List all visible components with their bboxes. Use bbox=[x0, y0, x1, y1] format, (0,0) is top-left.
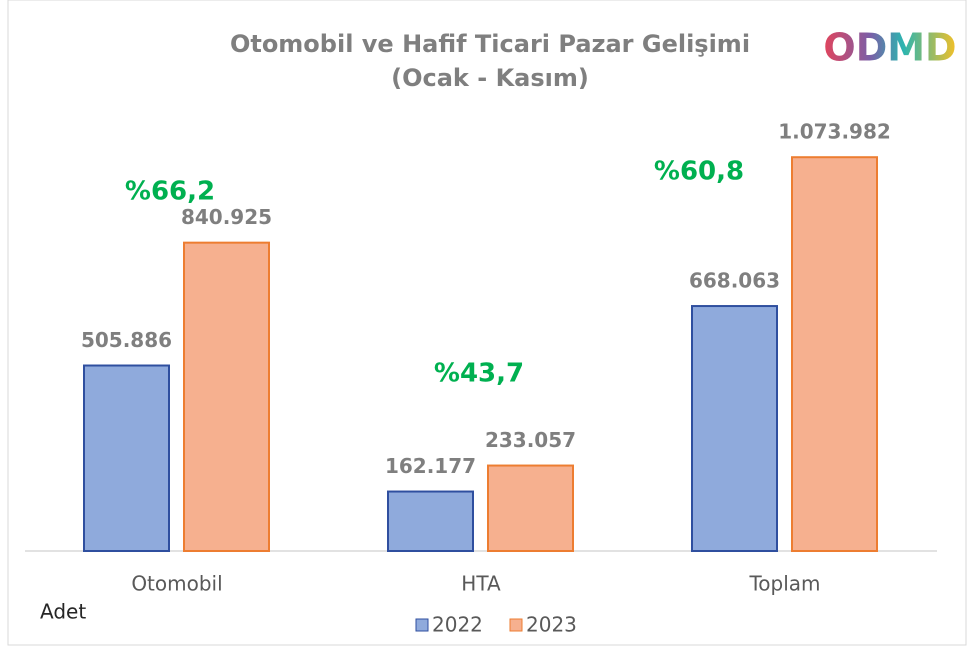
chart-title: Otomobil ve Hafif Ticari Pazar Gelişimi bbox=[230, 30, 750, 58]
legend-label: 2022 bbox=[432, 613, 483, 637]
data-label: 840.925 bbox=[181, 205, 272, 229]
x-tick-label: HTA bbox=[461, 572, 501, 596]
annotation: %60,8 bbox=[654, 157, 744, 187]
bar bbox=[791, 156, 878, 552]
bar bbox=[83, 364, 170, 552]
bar bbox=[183, 241, 270, 552]
frame bbox=[7, 0, 967, 646]
bar bbox=[691, 305, 778, 553]
data-label: 505.886 bbox=[81, 328, 172, 352]
bar bbox=[487, 464, 574, 553]
annotation: %43,7 bbox=[434, 359, 524, 389]
chart-subtitle: (Ocak - Kasım) bbox=[391, 64, 589, 92]
legend-swatch bbox=[415, 618, 429, 632]
data-label: 233.057 bbox=[485, 428, 576, 452]
data-label: 668.063 bbox=[689, 269, 780, 293]
x-tick-label: Otomobil bbox=[131, 572, 222, 596]
bar bbox=[387, 490, 474, 552]
logo: ODMD bbox=[823, 26, 956, 70]
y-axis-label: Adet bbox=[40, 600, 86, 624]
x-tick-label: Toplam bbox=[748, 572, 820, 596]
legend-swatch bbox=[509, 618, 523, 632]
data-label: 1.073.982 bbox=[778, 120, 891, 144]
data-label: 162.177 bbox=[385, 454, 476, 478]
annotation: %66,2 bbox=[125, 177, 215, 207]
legend-label: 2023 bbox=[526, 613, 577, 637]
